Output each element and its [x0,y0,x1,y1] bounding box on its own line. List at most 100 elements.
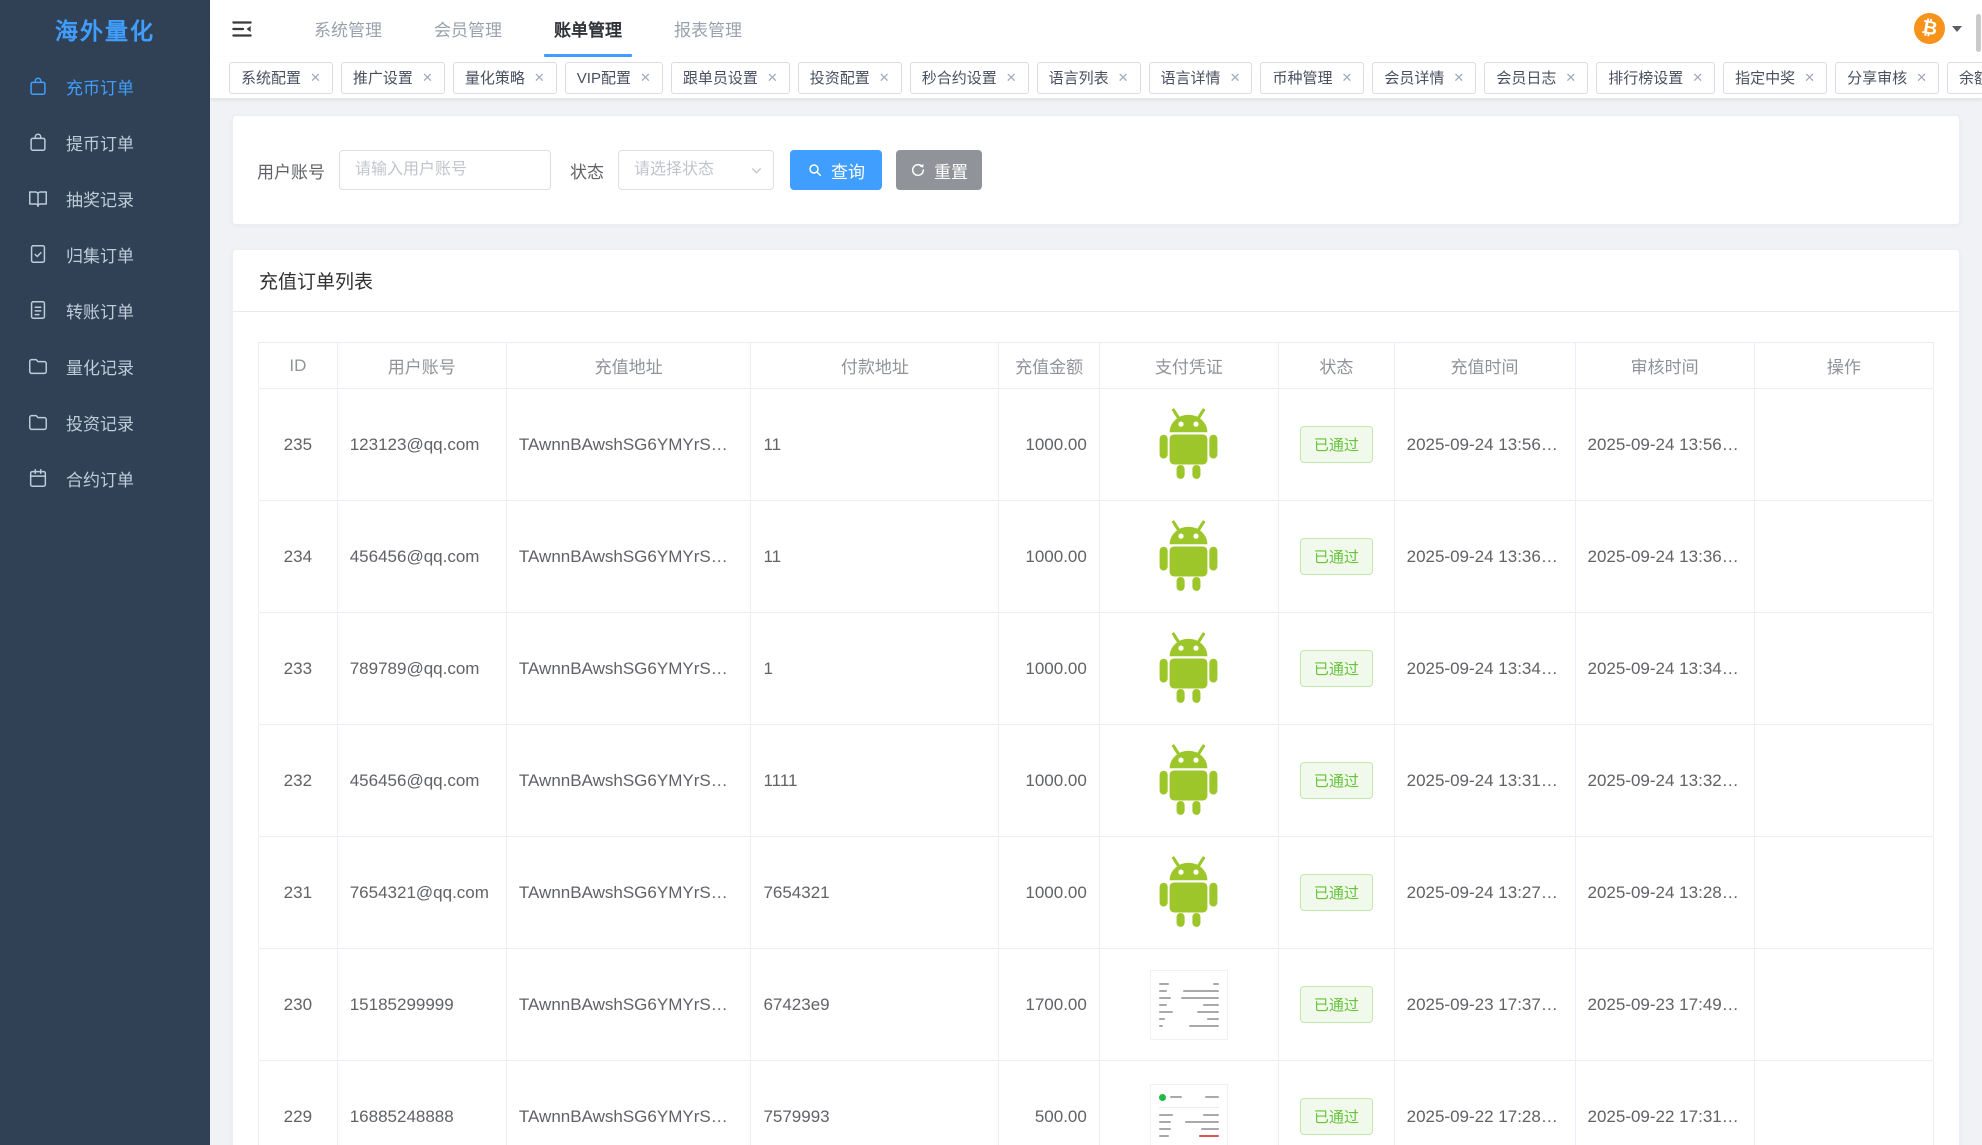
page-scrollbar[interactable] [1976,14,1981,52]
view-tag[interactable]: 跟单员设置 ✕ [670,61,790,94]
close-icon[interactable]: ✕ [1005,69,1017,85]
close-icon[interactable]: ✕ [421,69,433,85]
close-icon[interactable]: ✕ [766,69,778,85]
account-input[interactable] [339,150,551,190]
sidebar-item[interactable]: 提币订单 [0,114,210,170]
close-icon[interactable]: ✕ [1804,69,1816,85]
status-select-input[interactable] [618,150,774,190]
view-tag[interactable]: 指定中奖 ✕ [1723,61,1828,94]
cell-pay_address: 1 [750,612,1000,725]
cell-recharge_time: 2025-09-24 13:36:40 [1393,500,1576,613]
view-tag[interactable]: 量化策略 ✕ [452,61,557,94]
cell-audit_time: 2025-09-24 13:28:00 [1574,836,1755,949]
tag-label: 排行榜设置 [1608,70,1684,87]
cell-amount: 1000.00 [998,388,1100,501]
search-icon [809,164,822,177]
sidebar: 海外量化 充币订单 提币订单 抽奖记录 归集订单 转账订单 量化记录 投资记录 合约订单 [0,0,210,1145]
view-tag[interactable]: 会员详情 ✕ [1372,61,1477,94]
table-row: 2317654321@qq.comTAwnnBAwshSG6YMYrSU9jBz… [258,836,1935,949]
hamburger-icon[interactable] [229,16,255,42]
sidebar-item-label: 量化记录 [66,358,134,378]
orders-table: ID 用户账号 充值地址 付款地址 充值金额 支付凭证 状态 充值时间 审核时间 操作 235 12… [258,342,1935,1145]
sidebar-item[interactable]: 充币订单 [0,58,210,114]
top-nav-item[interactable]: 系统管理 [314,21,382,40]
view-tag[interactable]: 余额记录✕ [1947,61,1982,94]
table-row: 233789789@qq.comTAwnnBAwshSG6YMYrSU9jBzK… [258,612,1935,725]
column-header-recharge_address: 充值地址 [505,342,752,389]
cell-audit_time: 2025-09-23 17:49:57 [1574,948,1755,1061]
orders-card: 充值订单列表 ID 用户账号 充值地址 付款地址 充值金额 支付凭证 状态 充值时间 审核时间操… [232,249,1960,1145]
sidebar-item[interactable]: 合约订单 [0,450,210,506]
user-menu[interactable]: ₿ [1911,0,1962,57]
top-nav-item[interactable]: 报表管理 [674,21,742,40]
cell-status: 已通过 [1278,388,1395,501]
cell-recharge_address: TAwnnBAwshSG6YMYrSU9jBzK... [505,1060,752,1145]
view-tag[interactable]: 币种管理 ✕ [1260,61,1365,94]
receipt-screenshot-b[interactable] [1149,1083,1228,1145]
sidebar-menu: 充币订单 提币订单 抽奖记录 归集订单转账订单量化记录投资记录合约订单 [0,58,210,506]
close-icon[interactable]: ✕ [1229,69,1241,85]
close-icon[interactable]: ✕ [1341,69,1353,85]
cell-status: 已通过 [1278,500,1395,613]
close-icon[interactable]: ✕ [878,69,890,85]
cell-recharge_address: TAwnnBAwshSG6YMYrSU9jBzK... [505,836,752,949]
close-icon[interactable]: ✕ [1453,69,1465,85]
sidebar-item-label: 转账订单 [66,302,134,322]
close-icon[interactable]: ✕ [1117,69,1129,85]
close-icon[interactable]: ✕ [639,69,651,85]
android-robot-icon[interactable] [1155,517,1222,592]
cell-amount: 1700.00 [998,948,1100,1061]
cell-status: 已通过 [1278,1060,1395,1145]
cell-action [1753,1060,1935,1145]
tag-label: 币种管理 [1272,70,1333,87]
android-robot-icon[interactable] [1155,629,1222,704]
cell-recharge_address: TAwnnBAwshSG6YMYrSU9jBzK... [505,948,752,1061]
query-button[interactable]: 查询 [790,150,882,190]
sidebar-item[interactable]: 抽奖记录 [0,170,210,226]
close-icon[interactable]: ✕ [1565,69,1577,85]
column-header-recharge_time: 充值时间 [1393,342,1576,389]
receipt-screenshot-a[interactable] [1149,969,1228,1040]
table-wrap: ID 用户账号 充值地址 付款地址 充值金额 支付凭证 状态 充值时间 审核时间 操作 235 12… [233,312,1959,1145]
top-nav-item[interactable]: 会员管理 [434,21,502,40]
cell-amount: 1000.00 [998,836,1100,949]
status-select[interactable] [618,150,774,190]
column-header-amount: 充值金额 [998,342,1100,389]
top-nav-item[interactable]: 账单管理 [528,0,648,57]
bag-icon [27,131,49,153]
view-tag[interactable]: 秒合约设置 ✕ [909,61,1029,94]
cell-amount: 1000.00 [998,612,1100,725]
view-tag[interactable]: 语言列表 ✕ [1036,61,1141,94]
column-header-id: ID [258,342,338,389]
sidebar-item[interactable]: 归集订单 [0,226,210,282]
folder-icon [27,411,49,433]
cell-action [1753,612,1935,725]
cell-recharge_time: 2025-09-23 17:37:17 [1393,948,1576,1061]
view-tag[interactable]: 语言详情 ✕ [1148,61,1253,94]
cell-account: 16885248888 [336,1060,507,1145]
cell-recharge_address: TAwnnBAwshSG6YMYrSU9jBzK... [505,612,752,725]
doc-check-icon [27,243,49,265]
android-robot-icon[interactable] [1155,741,1222,816]
view-tag[interactable]: 系统配置 ✕ [229,61,333,94]
view-tag[interactable]: 排行榜设置 ✕ [1596,61,1716,94]
close-icon[interactable]: ✕ [533,69,545,85]
close-icon[interactable]: ✕ [1692,69,1704,85]
calendar-icon [27,467,49,489]
view-tag[interactable]: 投资配置 ✕ [797,61,902,94]
sidebar-item[interactable]: 投资记录 [0,394,210,450]
cell-status: 已通过 [1278,612,1395,725]
sidebar-item[interactable]: 转账订单 [0,282,210,338]
close-icon[interactable]: ✕ [310,69,321,85]
view-tag[interactable]: 推广设置 ✕ [340,61,445,94]
view-tag[interactable]: 会员日志 ✕ [1484,61,1589,94]
view-tag[interactable]: 分享审核 ✕ [1835,61,1939,94]
android-robot-icon[interactable] [1155,853,1222,928]
sidebar-item[interactable]: 量化记录 [0,338,210,394]
close-icon[interactable]: ✕ [1916,69,1927,85]
view-tag[interactable]: VIP配置 ✕ [564,61,663,94]
reset-button[interactable]: 重置 [896,150,982,190]
sidebar-item-label: 合约订单 [66,470,134,490]
cell-id: 235 [258,388,338,501]
android-robot-icon[interactable] [1155,405,1222,480]
